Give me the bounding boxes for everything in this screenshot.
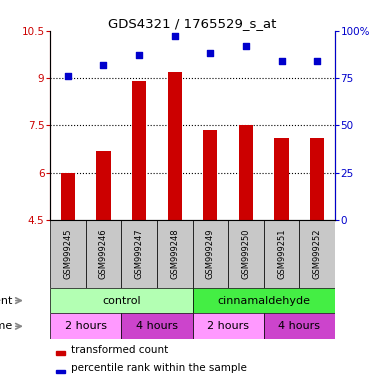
Bar (300, 220, 335, 288)
Text: 2 hours: 2 hours (65, 321, 107, 331)
Bar (310, 138, 324, 220)
Bar (203, 130, 218, 220)
Bar (239, 126, 253, 220)
Text: GSM999250: GSM999250 (241, 228, 250, 279)
Text: cinnamaldehyde: cinnamaldehyde (217, 296, 310, 306)
Text: GSM999248: GSM999248 (170, 228, 179, 279)
Bar (192, 288, 335, 313)
Text: 4 hours: 4 hours (136, 321, 178, 331)
Bar (121, 220, 157, 288)
Bar (56, 370, 65, 373)
Text: GSM999247: GSM999247 (135, 228, 144, 279)
Text: agent: agent (0, 296, 13, 306)
Text: time: time (0, 321, 13, 331)
Bar (275, 138, 289, 220)
Point (100, 62, 107, 68)
Bar (264, 220, 300, 288)
Bar (167, 72, 182, 220)
Bar (121, 313, 192, 339)
Text: GSM999246: GSM999246 (99, 228, 108, 279)
Bar (50, 313, 121, 339)
Bar (85, 220, 121, 288)
Bar (192, 220, 228, 288)
Text: percentile rank within the sample: percentile rank within the sample (71, 363, 247, 373)
Bar (157, 220, 192, 288)
Bar (132, 81, 146, 220)
Text: 2 hours: 2 hours (207, 321, 249, 331)
Text: GSM999245: GSM999245 (64, 228, 72, 279)
Point (207, 50, 213, 56)
Text: 4 hours: 4 hours (278, 321, 320, 331)
Bar (264, 313, 335, 339)
Bar (228, 220, 264, 288)
Text: control: control (102, 296, 141, 306)
Text: GSM999249: GSM999249 (206, 228, 215, 279)
Point (136, 52, 142, 58)
Bar (50, 220, 85, 288)
Bar (61, 173, 75, 220)
Text: GSM999251: GSM999251 (277, 228, 286, 279)
Point (243, 43, 249, 49)
Bar (56, 351, 65, 355)
Point (172, 33, 178, 40)
Point (278, 58, 285, 64)
Text: transformed count: transformed count (71, 344, 168, 354)
Bar (192, 313, 264, 339)
Text: GSM999252: GSM999252 (313, 228, 321, 279)
Point (65, 73, 71, 79)
Point (314, 58, 320, 64)
Bar (50, 288, 192, 313)
Title: GDS4321 / 1765529_s_at: GDS4321 / 1765529_s_at (108, 17, 277, 30)
Bar (96, 151, 110, 220)
